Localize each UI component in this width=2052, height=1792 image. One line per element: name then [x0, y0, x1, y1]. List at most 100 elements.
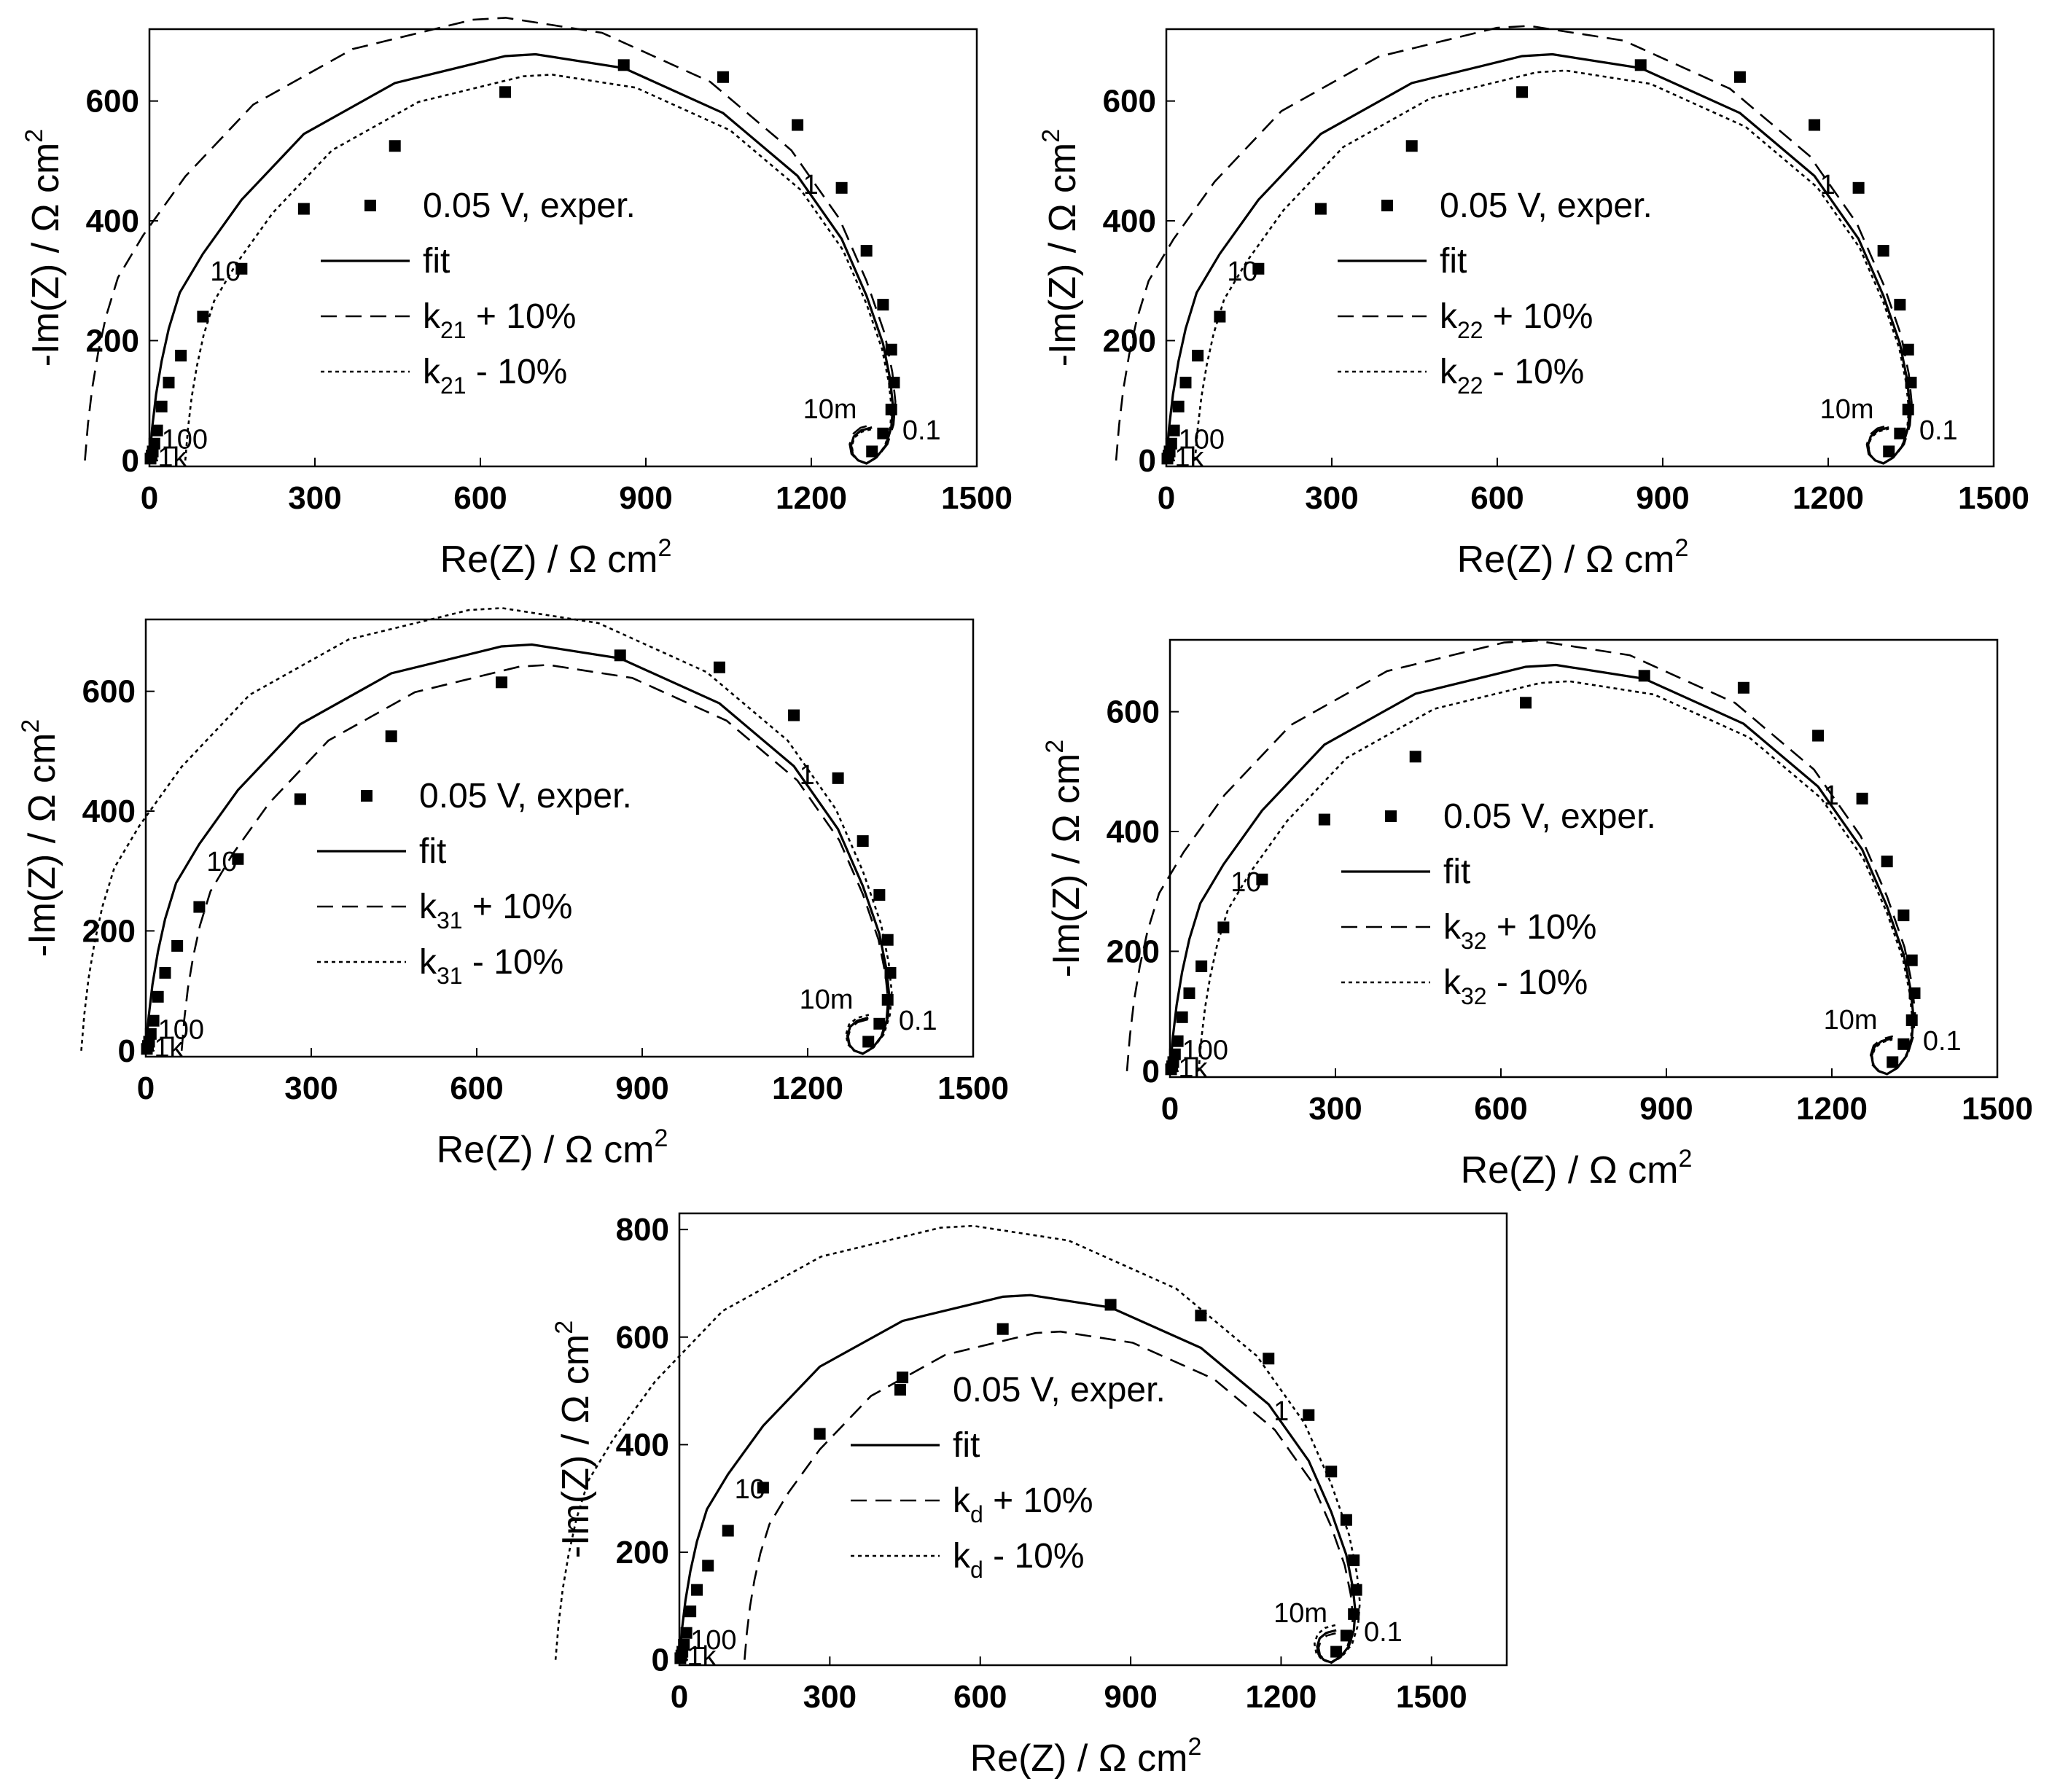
y-axis-title-sup: 2 — [550, 1320, 578, 1334]
data-point-exper — [866, 445, 878, 458]
data-point-exper — [1318, 813, 1330, 826]
data-point-exper — [1168, 424, 1180, 437]
y-axis-title: -Im(Z) / Ω cm2 — [20, 129, 67, 367]
y-axis-title-text: -Im(Z) / Ω cm — [1042, 143, 1084, 367]
data-point-exper — [897, 1372, 909, 1384]
data-point-exper — [1809, 119, 1821, 131]
data-point-exper — [1905, 376, 1917, 388]
data-point-exper — [857, 835, 869, 848]
frequency-label: 1k — [154, 1033, 184, 1063]
data-point-exper — [1634, 59, 1647, 71]
data-point-exper — [1897, 1038, 1910, 1050]
data-point-exper — [389, 140, 401, 152]
x-axis-title: Re(Z) / Ω cm2 — [970, 1733, 1202, 1780]
frequency-label: 0.1 — [1923, 1026, 1962, 1057]
y-tick-label: 0 — [652, 1643, 669, 1678]
x-axis-title-text: Re(Z) / Ω cm — [970, 1737, 1188, 1780]
data-point-exper — [617, 59, 630, 71]
data-point-exper — [1214, 310, 1226, 323]
legend-plus-prefix: k — [953, 1482, 971, 1520]
data-point-exper — [232, 853, 244, 865]
legend-plus-suffix: + 10% — [1487, 908, 1597, 947]
data-point-exper — [193, 901, 206, 913]
data-point-exper — [614, 649, 626, 662]
y-axis-title-text: -Im(Z) / Ω cm — [555, 1334, 597, 1558]
y-tick-label: 400 — [1107, 814, 1160, 850]
data-point-exper — [1256, 873, 1268, 885]
data-point-exper — [151, 424, 163, 437]
data-point-exper — [691, 1584, 703, 1596]
frequency-label: 100 — [1179, 424, 1225, 455]
data-point-exper — [1172, 400, 1185, 412]
data-point-exper — [1252, 262, 1265, 275]
legend-plus-prefix: k — [419, 888, 437, 926]
data-point-exper — [885, 403, 897, 415]
x-tick-label: 300 — [1308, 1091, 1362, 1127]
y-tick-label: 0 — [118, 1033, 136, 1069]
frequency-label: 1k — [1174, 442, 1204, 473]
data-point-exper — [881, 934, 894, 946]
legend-label-minus: k32 - 10% — [1443, 963, 1588, 1009]
data-point-exper — [717, 71, 729, 83]
x-tick-label: 900 — [1104, 1679, 1157, 1715]
x-axis-title: Re(Z) / Ω cm2 — [1457, 534, 1689, 581]
legend-minus-sub: 32 — [1461, 983, 1487, 1009]
x-tick-label: 1500 — [1396, 1679, 1467, 1715]
frequency-label: 0.1 — [902, 415, 941, 446]
data-point-exper — [1894, 427, 1906, 439]
legend-plus-suffix: + 10% — [467, 297, 577, 336]
legend-minus-suffix: - 10% — [1487, 963, 1588, 1002]
series-plus-10-curve — [180, 664, 889, 1055]
legend-label-fit: fit — [419, 832, 446, 871]
legend-minus-prefix: k — [419, 943, 437, 982]
data-point-exper — [1905, 1014, 1918, 1026]
x-tick-label: 0 — [1161, 1091, 1179, 1127]
data-point-exper — [1516, 86, 1529, 98]
data-point-exper — [1852, 181, 1865, 194]
data-point-exper — [835, 181, 848, 194]
legend-minus-suffix: - 10% — [1483, 353, 1585, 391]
y-tick-label: 200 — [86, 323, 139, 359]
data-point-exper — [171, 939, 184, 952]
data-point-exper — [496, 676, 508, 689]
y-tick-label: 0 — [1139, 443, 1156, 479]
data-point-exper — [680, 1627, 693, 1639]
x-axis-title-sup: 2 — [1674, 534, 1688, 562]
x-tick-label: 600 — [1470, 480, 1524, 516]
x-tick-label: 900 — [619, 480, 672, 516]
frequency-label: 1 — [1820, 170, 1836, 200]
data-point-exper — [1348, 1554, 1360, 1567]
series-plus-10-curve — [84, 17, 897, 465]
frequency-label: 10m — [803, 394, 857, 425]
frequency-label: 100 — [162, 424, 208, 455]
legend-label-exper: 0.05 V, exper. — [953, 1371, 1166, 1409]
y-tick-label: 400 — [616, 1427, 669, 1463]
data-point-exper — [1905, 954, 1918, 966]
legend-label-plus: k31 + 10% — [419, 888, 572, 934]
legend-label-plus: k22 + 10% — [1440, 297, 1593, 343]
y-axis-title-sup: 2 — [1041, 740, 1069, 754]
legend-label-minus: k31 - 10% — [419, 943, 563, 989]
legend-minus-prefix: k — [1443, 963, 1462, 1002]
y-tick-label: 400 — [1103, 203, 1156, 239]
legend-label-minus: kd - 10% — [953, 1537, 1085, 1583]
chart-panel-k31: 0 300 600 900 1200 1500 0 200 400 600 Re(Z) / Ω cm… — [17, 607, 1009, 1171]
y-tick-label: 0 — [1142, 1054, 1160, 1089]
y-axis-title-sup: 2 — [20, 129, 48, 143]
legend-minus-sub: 21 — [440, 372, 467, 399]
data-point-exper — [1409, 751, 1421, 763]
data-point-exper — [881, 993, 894, 1006]
legend-minus-prefix: k — [953, 1537, 971, 1576]
plot-frame — [1169, 638, 1999, 1079]
y-axis-title: -Im(Z) / Ω cm2 — [1037, 129, 1084, 367]
data-point-exper — [1856, 792, 1868, 805]
legend-plus-sub: 22 — [1457, 317, 1483, 343]
frequency-label: 1 — [803, 170, 819, 200]
frequency-label: 10m — [1273, 1598, 1327, 1629]
data-point-exper — [1340, 1629, 1352, 1642]
data-point-exper — [1192, 349, 1204, 361]
data-point-exper — [147, 1014, 160, 1027]
data-point-exper — [1733, 71, 1746, 83]
